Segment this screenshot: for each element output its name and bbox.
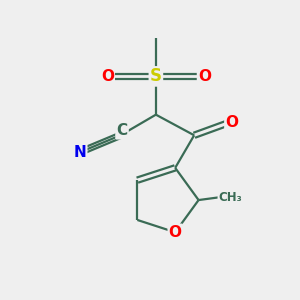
- Text: C: C: [116, 123, 128, 138]
- Text: O: O: [198, 69, 211, 84]
- Text: O: O: [101, 69, 114, 84]
- Text: CH₃: CH₃: [218, 190, 242, 204]
- Text: N: N: [74, 146, 86, 160]
- Text: S: S: [150, 68, 162, 85]
- Text: O: O: [225, 115, 239, 130]
- Text: O: O: [169, 225, 182, 240]
